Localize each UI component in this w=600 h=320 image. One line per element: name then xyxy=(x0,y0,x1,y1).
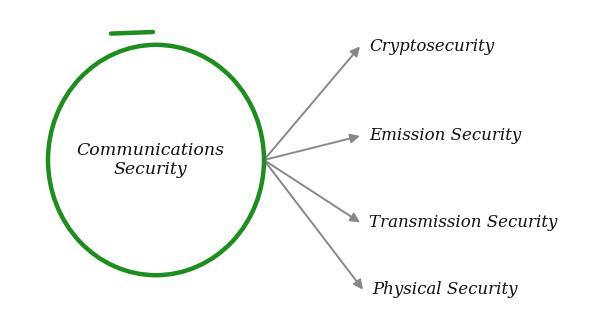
Text: Cryptosecurity: Cryptosecurity xyxy=(369,38,494,55)
Text: Emission Security: Emission Security xyxy=(369,127,521,145)
Text: Communications
Security: Communications Security xyxy=(76,142,224,178)
Text: Physical Security: Physical Security xyxy=(372,281,517,298)
Text: Transmission Security: Transmission Security xyxy=(369,214,557,231)
Ellipse shape xyxy=(48,45,264,275)
